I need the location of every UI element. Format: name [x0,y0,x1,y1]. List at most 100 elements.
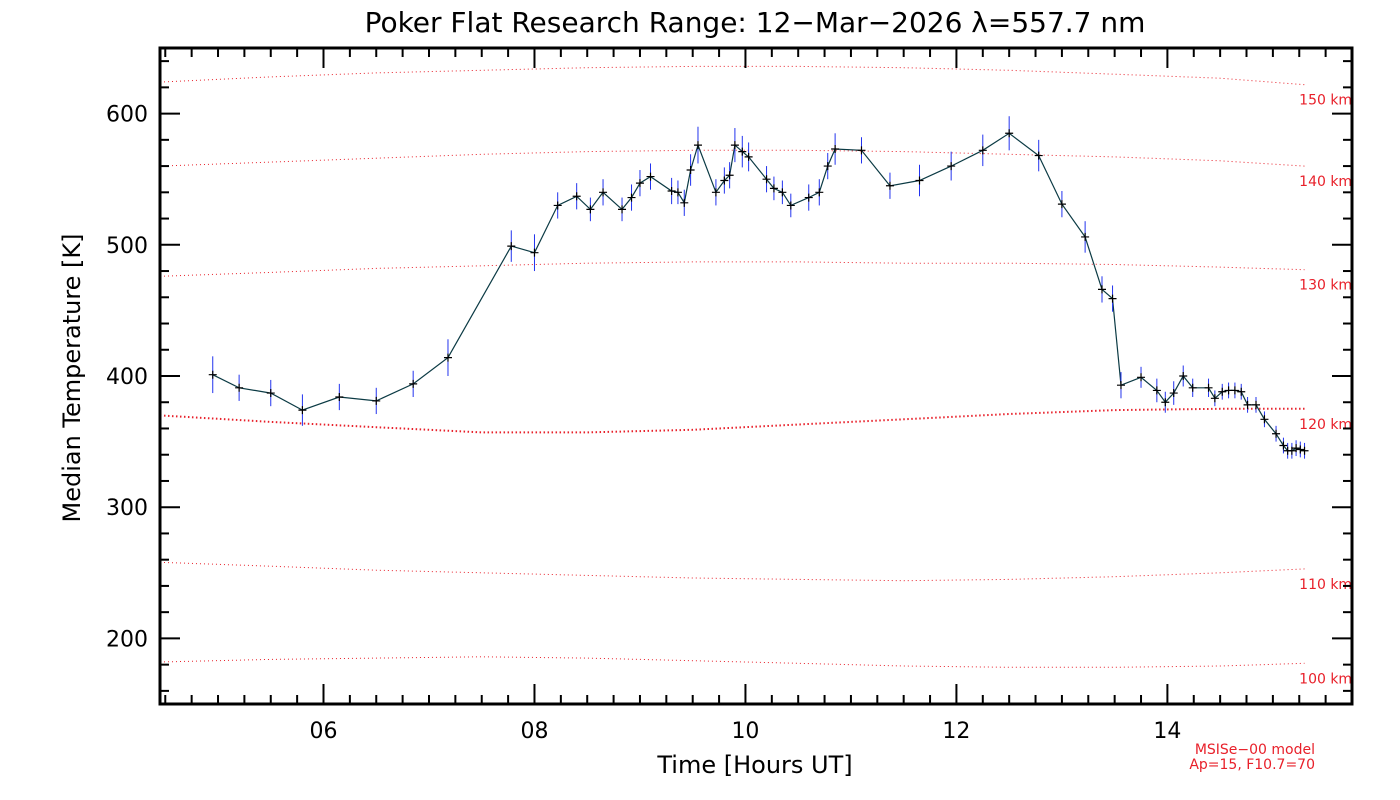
data-point-marker [1161,398,1170,407]
model-level-label: 120 km [1299,417,1352,433]
data-point-marker [1210,394,1219,403]
data-point-marker [1243,400,1252,409]
model-level-label: 100 km [1299,671,1352,687]
data-point-marker [1230,386,1239,395]
data-point-marker [1005,129,1014,138]
data-point-marker [409,379,418,388]
data-point-marker [1204,383,1213,392]
x-tick-label: 06 [310,719,338,744]
data-point-marker [1287,446,1296,455]
x-tick-label: 12 [942,719,970,744]
y-tick-label: 400 [106,365,148,390]
data-point-marker [1296,445,1305,454]
model-name-note: MSISe−00 model [1195,742,1315,758]
data-point-marker [730,141,739,150]
data-point-marker [762,175,771,184]
y-tick-label: 200 [106,627,148,652]
data-point-marker [831,145,840,154]
data-point-marker [786,201,795,210]
data-point-marker [738,147,747,156]
data-point-marker [266,389,275,398]
data-point-marker [572,192,581,201]
data-point-marker [720,176,729,185]
data-point-marker [298,406,307,415]
data-point-marker [1098,285,1106,294]
model-curve-6 [159,65,1305,86]
data-point-marker [815,188,824,197]
data-point-marker [823,162,832,171]
data-point-marker [804,193,813,202]
model-level-label: 110 km [1299,577,1352,593]
data-point-marker [947,162,956,171]
data-point-marker [646,172,655,181]
y-tick-label: 500 [106,234,148,259]
data-point-marker [618,205,627,214]
data-point-marker [1034,151,1043,160]
data-point-marker [1081,232,1090,241]
data-point-marker [1137,373,1146,382]
data-point-marker [680,198,689,207]
data-point-marker [725,171,734,180]
chart-title: Poker Flat Research Range: 12−Mar−2026 λ… [365,6,1146,39]
data-point-marker [1179,372,1188,380]
data-point-marker [1116,381,1125,390]
data-point-marker [553,201,562,210]
data-point-marker [915,176,924,185]
data-point-marker [208,370,217,379]
model-curve-5 [159,149,1305,167]
model-curves: 100 km 110 km 120 km 130 km 140 km 150 km [159,65,1352,687]
data-point-marker [744,152,753,161]
data-point-marker [627,193,636,202]
data-point-marker [711,188,720,197]
data-point-marker [335,392,344,401]
model-level-label: 140 km [1299,174,1352,190]
x-tick-label: 14 [1153,719,1181,744]
model-curve-1 [159,656,1305,668]
model-level-label: 150 km [1299,93,1352,109]
temperature-series [208,116,1309,459]
x-axis-label: Time [Hours UT] [656,751,852,779]
data-point-marker [1152,386,1161,395]
data-point-marker [372,396,381,405]
model-curve-4 [159,261,1305,277]
y-axis-label: Median Temperature [K] [58,233,86,522]
model-level-label: 130 km [1299,278,1352,294]
data-point-marker [1279,441,1288,450]
data-point-marker [635,179,644,188]
data-point-marker [586,205,595,214]
data-point-marker [1272,429,1281,438]
x-tick-label: 08 [520,719,548,744]
data-point-marker [1292,444,1301,453]
data-point-marker [1169,389,1178,398]
data-point-marker [1237,387,1246,396]
data-point-marker [978,146,987,155]
x-tick-label: 10 [731,719,759,744]
data-point-marker [673,188,682,197]
y-tick-label: 300 [106,496,148,521]
data-point-marker [235,383,244,392]
data-point-marker [857,146,866,155]
plot-axes: 06 08 10 12 14 200 300 400 500 600 [106,46,1354,744]
model-params-note: Ap=15, F10.7=70 [1189,757,1315,773]
data-point-marker [599,188,608,197]
data-point-marker [1057,200,1066,209]
data-point-marker [1218,387,1227,396]
model-curve-3 [159,407,1305,434]
data-point-marker [1260,415,1269,424]
data-point-marker [1252,400,1261,409]
data-point-marker [686,166,695,175]
data-point-marker [667,187,676,196]
data-point-marker [1300,446,1309,455]
y-tick-label: 600 [106,103,148,128]
data-point-marker [769,184,778,193]
model-curve-2 [159,561,1305,582]
data-point-marker [778,188,787,197]
plot-frame [158,46,1354,706]
data-point-marker [1188,383,1197,392]
data-point-marker [885,181,894,190]
data-point-marker [507,242,516,251]
data-point-marker [693,141,702,150]
data-point-marker [1108,294,1117,303]
data-point-marker [530,248,539,257]
